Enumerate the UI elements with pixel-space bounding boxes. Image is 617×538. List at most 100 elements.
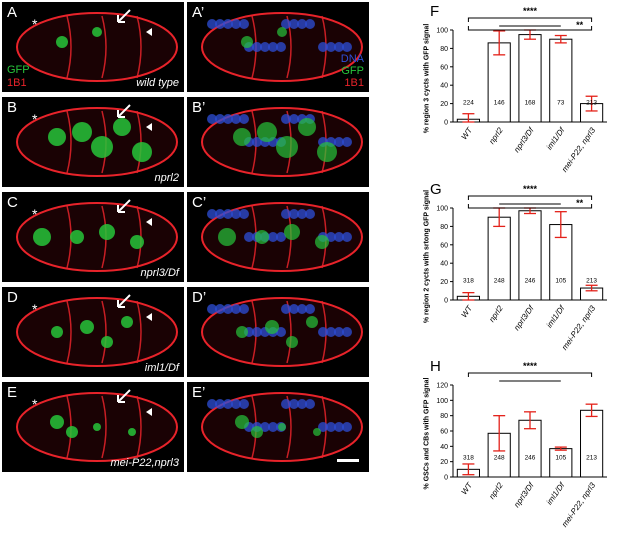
- nucleus: [305, 304, 315, 314]
- category-label: iml1/Df: [545, 480, 567, 506]
- asterisk-marker: *: [32, 16, 38, 32]
- nucleus: [223, 304, 233, 314]
- membrane-line: [136, 395, 142, 459]
- significance-label: **: [576, 20, 584, 30]
- y-tick-label: 20: [440, 101, 448, 108]
- chart-canvas: 0 20 40 60 80 100 224 WT 146 nprl2 168 nprl3/Df 73 im…: [436, 6, 607, 174]
- channel-label: 1B1: [344, 77, 364, 89]
- panel-letter: D’: [192, 289, 207, 306]
- category-label: nprl3/Df: [512, 303, 536, 332]
- category-label: iml1/Df: [545, 303, 567, 329]
- membrane-line: [136, 300, 142, 364]
- gfp-cell: [92, 27, 102, 37]
- nucleus: [342, 42, 352, 52]
- n-label: 73: [557, 99, 565, 106]
- nucleus: [318, 42, 328, 52]
- gfp-cell: [72, 122, 92, 142]
- gfp-cell: [265, 320, 279, 334]
- bar: [549, 448, 573, 478]
- membrane-line: [66, 110, 72, 174]
- arrow-marker: [117, 9, 131, 23]
- significance-bracket: [467, 372, 593, 377]
- category-label: iml1/Df: [545, 125, 567, 151]
- y-tick-label: 60: [440, 242, 448, 249]
- nucleus: [231, 19, 241, 29]
- asterisk-marker: *: [32, 206, 38, 222]
- n-label: 248: [494, 454, 505, 461]
- panel-letter: A’: [192, 4, 205, 21]
- y-tick-label: 100: [436, 28, 448, 35]
- nucleus: [326, 327, 336, 337]
- nucleus: [342, 327, 352, 337]
- y-tick-label: 120: [436, 383, 448, 390]
- gfp-cell: [298, 118, 316, 136]
- membrane-line: [136, 15, 142, 79]
- tissue-image: [201, 107, 363, 177]
- membrane-line: [101, 300, 107, 364]
- nucleus: [318, 327, 328, 337]
- gfp-cell: [50, 415, 64, 429]
- nucleus: [334, 137, 344, 147]
- tissue-image: [201, 202, 363, 272]
- membrane-line: [101, 395, 107, 459]
- nucleus: [268, 42, 278, 52]
- nucleus: [305, 209, 315, 219]
- significance-bracket: [467, 26, 593, 31]
- gfp-cell: [121, 316, 133, 328]
- y-tick-label: 0: [444, 120, 448, 127]
- nucleus: [334, 327, 344, 337]
- membrane-line: [66, 15, 72, 79]
- germarium-outline: [16, 297, 178, 367]
- nucleus: [289, 304, 299, 314]
- gfp-cell: [130, 235, 144, 249]
- significance-label: ****: [523, 361, 538, 371]
- nucleus: [239, 114, 249, 124]
- gfp-cell: [255, 230, 269, 244]
- gfp-cell: [99, 224, 115, 240]
- membrane-line: [101, 15, 107, 79]
- chart-letter: F: [430, 3, 440, 20]
- nucleus: [207, 304, 217, 314]
- panel-letter: B: [7, 99, 18, 116]
- nucleus: [260, 422, 270, 432]
- gfp-cell: [257, 122, 277, 142]
- nucleus: [334, 422, 344, 432]
- y-tick-label: 40: [440, 444, 448, 451]
- arrow-marker: [117, 199, 131, 213]
- significance-link: [468, 200, 530, 204]
- gfp-cell: [93, 423, 101, 431]
- gfp-cell: [315, 235, 329, 249]
- nucleus: [289, 209, 299, 219]
- y-tick-label: 80: [440, 413, 448, 420]
- tissue-image: [16, 9, 178, 82]
- arrow-marker: [117, 104, 131, 118]
- y-tick-label: 20: [440, 459, 448, 466]
- nucleus: [342, 422, 352, 432]
- arrowhead-marker: [146, 218, 152, 226]
- nucleus: [281, 209, 291, 219]
- gfp-cell: [284, 224, 300, 240]
- nucleus: [297, 19, 307, 29]
- n-label: 224: [463, 99, 474, 106]
- arrowhead-marker: [146, 313, 152, 321]
- gfp-cell: [80, 320, 94, 334]
- nucleus: [305, 399, 315, 409]
- nucleus: [297, 209, 307, 219]
- micrograph-panel: A’ DNA GFP 1B1: [187, 2, 369, 92]
- n-label: 318: [463, 454, 474, 461]
- micrograph-panel: C’: [187, 192, 369, 282]
- bar: [518, 210, 542, 301]
- asterisk-marker: *: [32, 111, 38, 127]
- nucleus: [207, 399, 217, 409]
- y-tick-label: 20: [440, 279, 448, 286]
- gfp-cell: [313, 428, 321, 436]
- germarium-outline: [16, 202, 178, 272]
- gfp-cell: [286, 336, 298, 348]
- micrograph-panel: C * nprl3/Df: [2, 192, 184, 282]
- category-label: WT: [460, 125, 475, 141]
- y-axis-label: % region 2 cycts with srtong GFP signal: [423, 189, 431, 324]
- arrowhead-marker: [146, 123, 152, 131]
- gfp-cell: [218, 228, 236, 246]
- gfp-cell: [33, 228, 51, 246]
- bar-chart-g: G% region 2 cycts with srtong GFP signal…: [395, 178, 617, 356]
